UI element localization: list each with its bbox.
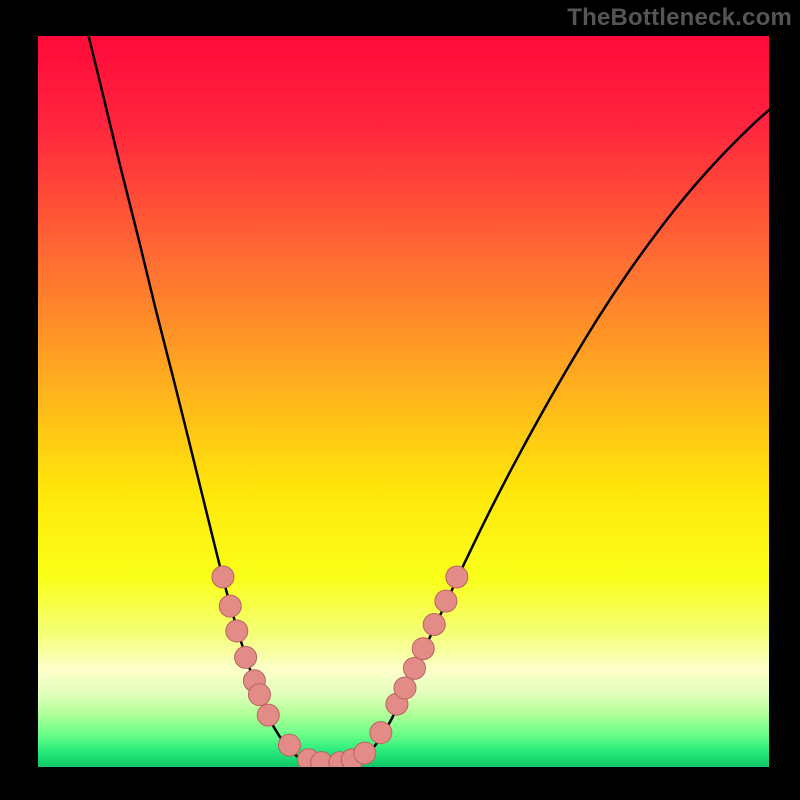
data-marker (423, 613, 445, 635)
data-marker (226, 620, 248, 642)
curve-layer (38, 36, 769, 767)
data-marker (412, 638, 434, 660)
data-marker (278, 734, 300, 756)
plot-area (38, 36, 769, 767)
data-marker (446, 566, 468, 588)
data-marker (435, 590, 457, 612)
data-marker (403, 657, 425, 679)
data-marker (212, 566, 234, 588)
watermark-text: TheBottleneck.com (567, 4, 792, 32)
data-marker (394, 677, 416, 699)
data-marker (257, 704, 279, 726)
stage: TheBottleneck.com (0, 0, 800, 800)
data-marker (248, 684, 270, 706)
data-marker (354, 742, 376, 764)
data-marker (219, 595, 241, 617)
data-marker (370, 722, 392, 744)
data-marker (235, 646, 257, 668)
